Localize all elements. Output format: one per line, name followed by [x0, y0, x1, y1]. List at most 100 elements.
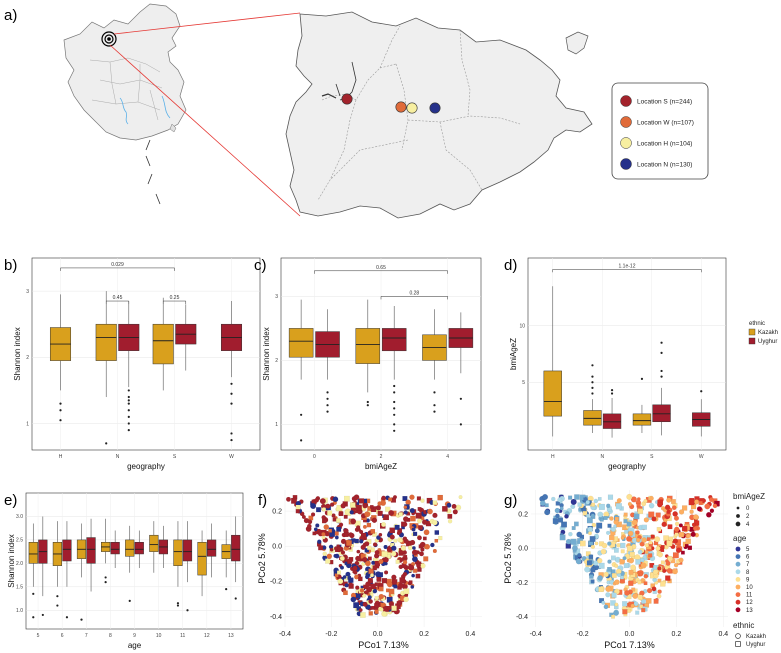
y-tick-label: -0.4 [516, 614, 528, 621]
scatter-point [417, 507, 422, 511]
outlier-point [128, 599, 131, 602]
scatter-point [667, 524, 673, 530]
outlier-point [459, 397, 462, 400]
scatter-point [295, 504, 301, 510]
outlier-point [104, 581, 107, 584]
outlier-point [433, 410, 436, 413]
y-tick-label: 5 [522, 380, 525, 386]
scatter-point [641, 537, 647, 543]
legend-swatch [620, 95, 632, 107]
outlier-point [32, 592, 35, 595]
scatter-point [379, 607, 384, 612]
scatter-point [675, 521, 680, 527]
outlier-point [127, 395, 130, 399]
x-tick-label: -0.4 [530, 631, 542, 638]
scatter-point [391, 574, 397, 580]
scatter-point [636, 537, 641, 543]
scatter-point [666, 497, 672, 503]
scatter-point [358, 576, 363, 582]
scatter-point [325, 558, 331, 564]
scatter-point [643, 499, 648, 504]
scatter-point [611, 573, 617, 578]
scatter-point [316, 507, 322, 513]
scatter-point [411, 527, 416, 532]
scatter-point [321, 518, 327, 524]
scatter-point [574, 521, 579, 527]
scatter-point [646, 537, 651, 541]
scatter-point [362, 557, 368, 563]
x-tick-label: 0.2 [672, 631, 682, 638]
scatter-point [340, 503, 346, 509]
scatter-point [591, 522, 597, 528]
scatter-point [343, 590, 348, 596]
scatter-point [583, 497, 588, 502]
scatter-point [340, 538, 347, 545]
outlier-point [59, 402, 62, 405]
scatter-point [367, 578, 373, 584]
scatter-point [359, 588, 365, 593]
scatter-point [403, 510, 408, 515]
scatter-point [407, 545, 413, 551]
outlier-point [393, 423, 396, 426]
x-tick-label: 5 [37, 633, 40, 639]
scatter-point [319, 498, 326, 505]
scatter-point [641, 599, 646, 604]
scatter-point [693, 526, 698, 531]
scatter-point [403, 588, 410, 595]
legend-label: 6 [746, 555, 750, 561]
legend-age-swatch [735, 607, 741, 613]
scatter-point [334, 531, 339, 536]
scatter-point [663, 535, 669, 541]
scatter-point [402, 572, 408, 577]
scatter-point [655, 546, 661, 551]
scatter-point [438, 536, 443, 541]
scatter-point [673, 515, 679, 521]
legend-swatch [620, 137, 632, 149]
outlier-point [65, 616, 69, 619]
scatter-point [347, 582, 354, 588]
scatter-point [354, 560, 360, 566]
scatter-point [370, 583, 376, 590]
outlier-point [230, 382, 233, 385]
scatter-point [306, 523, 312, 529]
scatter-point [614, 516, 619, 521]
outlier-point [127, 389, 130, 392]
scatter-point [434, 538, 439, 543]
scatter-point [591, 502, 595, 507]
scatter-point [344, 508, 351, 515]
scatter-point [333, 546, 339, 551]
scatter-point [681, 550, 685, 555]
scatter-point [374, 550, 380, 555]
scatter-point [402, 516, 409, 522]
scatter-point [564, 514, 569, 519]
scatter-point [417, 535, 422, 541]
scatter-point [611, 555, 616, 561]
y-tick-label: 2.5 [16, 538, 23, 544]
scatter-point [356, 549, 361, 554]
legend-age-swatch [735, 577, 741, 582]
scatter-point [603, 604, 609, 610]
scatter-point [347, 558, 353, 564]
scatter-point [635, 610, 640, 615]
panel-c-shannon-by-bmiagez: c) 1 2 3 0 2 4 0.65 0.28 bmiAgeZ Shannon index [254, 257, 482, 471]
scatter-point [422, 536, 427, 541]
scatter-point [313, 527, 318, 532]
outlier-point [230, 432, 233, 435]
plot-area [31, 257, 261, 451]
scatter-point [616, 543, 621, 548]
y-tick-label: -0.4 [270, 614, 282, 621]
scatter-point [674, 532, 679, 537]
scatter-point [408, 580, 413, 585]
legend-label: 8 [746, 570, 750, 576]
scatter-point [614, 602, 619, 607]
scatter-point [663, 518, 668, 523]
scatter-point [420, 498, 425, 503]
scatter-point [402, 496, 408, 502]
scatter-point [657, 501, 663, 508]
panel-label: f) [258, 492, 267, 509]
scatter-point [603, 571, 609, 578]
y-tick-label: 0.2 [272, 508, 282, 515]
china-map [63, 3, 187, 205]
box-kazakh [149, 534, 159, 552]
scatter-point [344, 495, 350, 502]
